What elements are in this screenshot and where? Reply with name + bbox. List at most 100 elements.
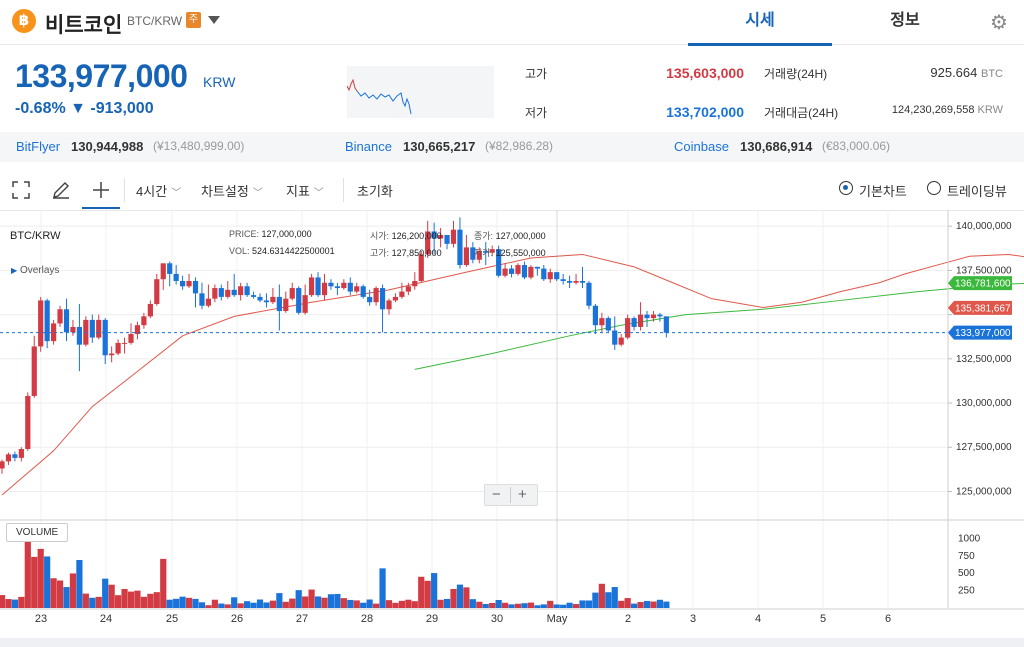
chart-settings-select[interactable]: 차트설정 ﹀ bbox=[201, 181, 263, 200]
chevron-down-icon: ﹀ bbox=[313, 188, 324, 199]
candle-body bbox=[134, 325, 141, 335]
info-high-value: 127,850,000 bbox=[391, 248, 442, 258]
date-tick-label: 29 bbox=[426, 613, 438, 625]
price-tick-label: 140,000,000 bbox=[956, 221, 1012, 232]
candle-body bbox=[592, 305, 598, 326]
interval-select[interactable]: 4시간 ﹀ bbox=[136, 181, 181, 200]
candle-body bbox=[154, 279, 160, 304]
zoom-in-button[interactable]: + bbox=[518, 486, 527, 503]
moving-averages bbox=[1, 253, 1024, 496]
volume-bar bbox=[218, 603, 225, 608]
candle-body bbox=[463, 247, 469, 266]
candle-body bbox=[386, 300, 392, 310]
candle-body bbox=[328, 282, 334, 287]
date-tick-label: 26 bbox=[231, 613, 243, 625]
candle-body bbox=[128, 334, 134, 343]
low-value: 133,702,000 bbox=[666, 104, 744, 120]
basic-chart-radio[interactable] bbox=[839, 181, 853, 195]
tab-info[interactable]: 정보 bbox=[890, 12, 920, 29]
chart-canvas[interactable]: 125,000,000 127,500,000 130,000,000 132,500… bbox=[0, 210, 1024, 638]
price-chart[interactable]: 125,000,000 127,500,000 130,000,000 132,500… bbox=[0, 210, 1024, 640]
candle-body bbox=[205, 298, 211, 306]
amount-24h-label: 거래대금(24H) bbox=[764, 106, 839, 120]
candle-body bbox=[31, 346, 37, 396]
ma-red-price-tag: 135,381,667 bbox=[955, 303, 1011, 314]
candle-body bbox=[457, 229, 463, 266]
bottom-scrollbar[interactable] bbox=[0, 638, 1024, 647]
tab-price[interactable]: 시세 bbox=[688, 0, 832, 46]
reset-button[interactable]: 초기화 bbox=[357, 184, 393, 199]
candle-body bbox=[618, 337, 624, 345]
zoom-divider bbox=[510, 487, 511, 503]
candle-body bbox=[321, 282, 328, 296]
info-price-value: 127,000,000 bbox=[261, 229, 312, 239]
volume-bar bbox=[89, 597, 96, 608]
volume-bar bbox=[637, 602, 644, 608]
info-open: 시가: 126,200,000 bbox=[370, 229, 442, 242]
volume-bar bbox=[643, 600, 651, 608]
volume-bar bbox=[95, 596, 102, 608]
candle-body bbox=[508, 268, 515, 274]
candle-body bbox=[541, 268, 547, 280]
info-price: PRICE: 127,000,000 bbox=[229, 229, 312, 239]
volume-bar bbox=[256, 599, 264, 608]
volume-bar bbox=[340, 598, 347, 608]
basic-chart-label[interactable]: 기본차트 bbox=[859, 184, 907, 199]
candle-body bbox=[586, 282, 592, 306]
info-vol-label: VOL: bbox=[229, 246, 250, 256]
ma-green-price-tag-bg bbox=[948, 276, 1012, 291]
volume-bar bbox=[379, 568, 386, 608]
pencil-icon[interactable] bbox=[51, 180, 71, 200]
volume-bar bbox=[115, 595, 122, 608]
coin-name[interactable]: 비트코인 bbox=[45, 14, 123, 37]
volume-bar bbox=[166, 599, 173, 608]
candle-body bbox=[554, 272, 560, 280]
info-open-value: 126,200,000 bbox=[391, 231, 442, 241]
info-vol: VOL: 524.6314422500001 bbox=[229, 246, 335, 256]
volume-24h-label: 거래량(24H) bbox=[764, 67, 828, 81]
candle-body bbox=[521, 265, 528, 278]
volume-bar bbox=[656, 599, 663, 608]
volume-bar bbox=[289, 598, 296, 608]
chart-symbol: BTC/KRW bbox=[10, 230, 61, 242]
volume-bar bbox=[631, 603, 638, 608]
gear-icon[interactable]: ⚙ bbox=[990, 12, 1008, 34]
candle-body bbox=[405, 286, 411, 292]
exchange-coinbase-value: 130,686,914 bbox=[740, 139, 813, 154]
volume-bar bbox=[508, 604, 515, 608]
candle-body bbox=[644, 314, 650, 319]
fullscreen-icon[interactable] bbox=[12, 181, 30, 199]
candle-body bbox=[412, 280, 418, 287]
volume-bar bbox=[0, 595, 6, 608]
volume-bar bbox=[50, 578, 57, 608]
chevron-down-icon: ﹀ bbox=[171, 188, 182, 199]
sparkline-blue bbox=[356, 90, 412, 115]
tradingview-radio[interactable] bbox=[927, 181, 941, 195]
candle-body bbox=[547, 272, 553, 280]
indicators-select[interactable]: 지표 ﹀ bbox=[286, 181, 324, 200]
candle-body bbox=[218, 288, 224, 297]
exchange-bitflyer-name[interactable]: BitFlyer bbox=[16, 139, 61, 154]
info-close-label: 종가: bbox=[474, 231, 494, 241]
volume-bar bbox=[211, 599, 218, 608]
overlays-toggle[interactable]: ▶ Overlays bbox=[11, 265, 59, 276]
volume-bar bbox=[360, 602, 367, 608]
coin-dropdown-icon[interactable] bbox=[208, 16, 220, 24]
date-tick-label: 2 bbox=[625, 613, 631, 625]
date-tick-label: 23 bbox=[35, 613, 47, 625]
zoom-out-button[interactable]: − bbox=[492, 486, 501, 503]
crosshair-icon[interactable] bbox=[91, 180, 111, 200]
volume-bar bbox=[76, 560, 83, 608]
current-price: 133,977,000 bbox=[15, 58, 188, 94]
candle-body bbox=[173, 273, 179, 281]
volume-bar bbox=[134, 590, 141, 608]
exchange-coinbase-name[interactable]: Coinbase bbox=[674, 139, 729, 154]
exchange-binance-sub: (¥82,986.28) bbox=[485, 139, 554, 153]
exchange-binance-name[interactable]: Binance bbox=[345, 139, 392, 154]
tradingview-label[interactable]: 트레이딩뷰 bbox=[947, 184, 1007, 199]
volume-bar bbox=[553, 604, 560, 608]
candle-body bbox=[70, 326, 76, 333]
candle-body bbox=[44, 300, 50, 342]
candle-body bbox=[379, 288, 386, 310]
ma-line-green bbox=[414, 283, 1024, 370]
